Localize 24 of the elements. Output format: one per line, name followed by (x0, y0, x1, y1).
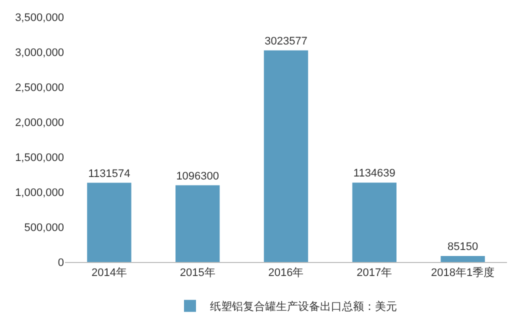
y-tick-label: 1,500,000 (15, 152, 64, 164)
y-tick-label: 0 (58, 256, 64, 269)
y-tick-label: 3,000,000 (15, 46, 64, 59)
data-label: 1131574 (88, 168, 130, 180)
y-tick-label: 3,500,000 (15, 12, 64, 24)
x-tick-label: 2017年 (356, 267, 392, 280)
bar (264, 50, 308, 262)
x-tick-label: 2014年 (91, 267, 127, 280)
bar (352, 182, 396, 262)
bar (176, 185, 220, 262)
data-label: 1134639 (353, 168, 396, 180)
x-tick-label: 2016年 (268, 267, 304, 280)
x-tick-label: 2018年1季度 (431, 266, 495, 280)
legend-label: 纸塑铝复合罐生产设备出口总额：美元 (210, 300, 397, 314)
data-label: 3023577 (264, 35, 308, 48)
data-label: 1096300 (176, 170, 220, 182)
x-tick-label: 2015年 (180, 267, 216, 280)
y-tick-label: 1,000,000 (15, 186, 64, 199)
y-tick-label: 2,000,000 (15, 116, 64, 129)
y-tick-label: 500,000 (24, 222, 64, 234)
bar (440, 256, 485, 262)
y-tick-label: 2,500,000 (15, 82, 64, 94)
data-label: 85150 (448, 241, 478, 254)
bar (87, 182, 132, 262)
